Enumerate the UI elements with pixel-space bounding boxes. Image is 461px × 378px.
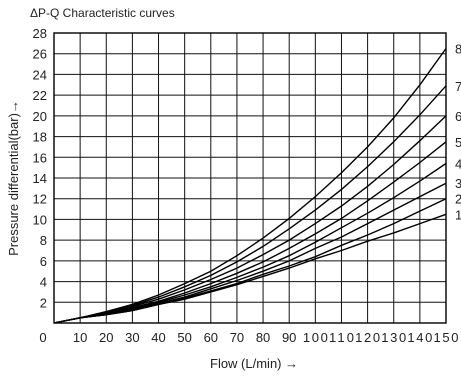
grid bbox=[53, 32, 447, 323]
x-tick-label: 120 bbox=[355, 330, 380, 345]
y-tick-label: 18 bbox=[33, 130, 47, 145]
y-tick-label: 2 bbox=[40, 295, 47, 310]
x-tick-label: 20 bbox=[99, 330, 113, 345]
y-tick-label: 20 bbox=[33, 109, 47, 124]
y-tick-label: 10 bbox=[33, 212, 47, 227]
x-tick-label: 40 bbox=[151, 330, 165, 345]
curve-label: 6 bbox=[455, 109, 461, 124]
curve-5 bbox=[53, 141, 447, 324]
curve-label: 2 bbox=[455, 192, 461, 207]
curve-label: 4 bbox=[455, 157, 461, 172]
curve-3 bbox=[53, 182, 447, 324]
y-tick-label: 4 bbox=[40, 275, 47, 290]
x-tick-labels: 0 10 20 30 40 50 60 70 80 90 100 110 120 130 140 150 bbox=[39, 330, 458, 345]
curve-label: 5 bbox=[455, 135, 461, 150]
curve-7 bbox=[53, 85, 447, 324]
y-tick-label: 6 bbox=[40, 254, 47, 269]
y-tick-label: 24 bbox=[33, 67, 47, 82]
y-tick-label: 16 bbox=[33, 150, 47, 165]
x-tick-label: 90 bbox=[282, 330, 296, 345]
curves bbox=[53, 48, 447, 324]
y-tick-label: 12 bbox=[33, 192, 47, 207]
x-axis-label: Flow (L/min) → bbox=[210, 356, 298, 371]
x-tick-label: 0 bbox=[39, 330, 46, 345]
x-tick-label: 70 bbox=[230, 330, 244, 345]
curve-label: 7 bbox=[455, 79, 461, 94]
curve-labels: 123 4 5 6 7 8 bbox=[455, 42, 461, 223]
curve-label: 8 bbox=[455, 42, 461, 57]
curve-label: 3 bbox=[455, 176, 461, 191]
curve-8 bbox=[53, 48, 447, 324]
plot-frame bbox=[53, 32, 447, 324]
curve-label: 1 bbox=[455, 207, 461, 222]
chart-title: ΔP-Q Characteristic curves bbox=[30, 6, 175, 20]
y-tick-label: 8 bbox=[40, 233, 47, 248]
x-tick-label: 10 bbox=[73, 330, 87, 345]
x-tick-label: 130 bbox=[381, 330, 406, 345]
x-tick-label: 110 bbox=[329, 330, 354, 345]
x-tick-label: 140 bbox=[407, 330, 432, 345]
x-tick-label: 100 bbox=[303, 330, 328, 345]
x-tick-label: 60 bbox=[204, 330, 218, 345]
x-tick-label: 30 bbox=[125, 330, 139, 345]
y-tick-label: 14 bbox=[33, 171, 47, 186]
x-tick-label: 50 bbox=[177, 330, 191, 345]
y-axis-label: Pressure differential(bar)→ bbox=[6, 100, 21, 256]
x-tick-label: 150 bbox=[434, 330, 459, 345]
y-tick-label: 28 bbox=[33, 26, 47, 41]
x-tick-label: 80 bbox=[256, 330, 270, 345]
y-tick-label: 22 bbox=[33, 88, 47, 103]
curve-1 bbox=[53, 213, 447, 324]
y-tick-label: 26 bbox=[33, 47, 47, 62]
